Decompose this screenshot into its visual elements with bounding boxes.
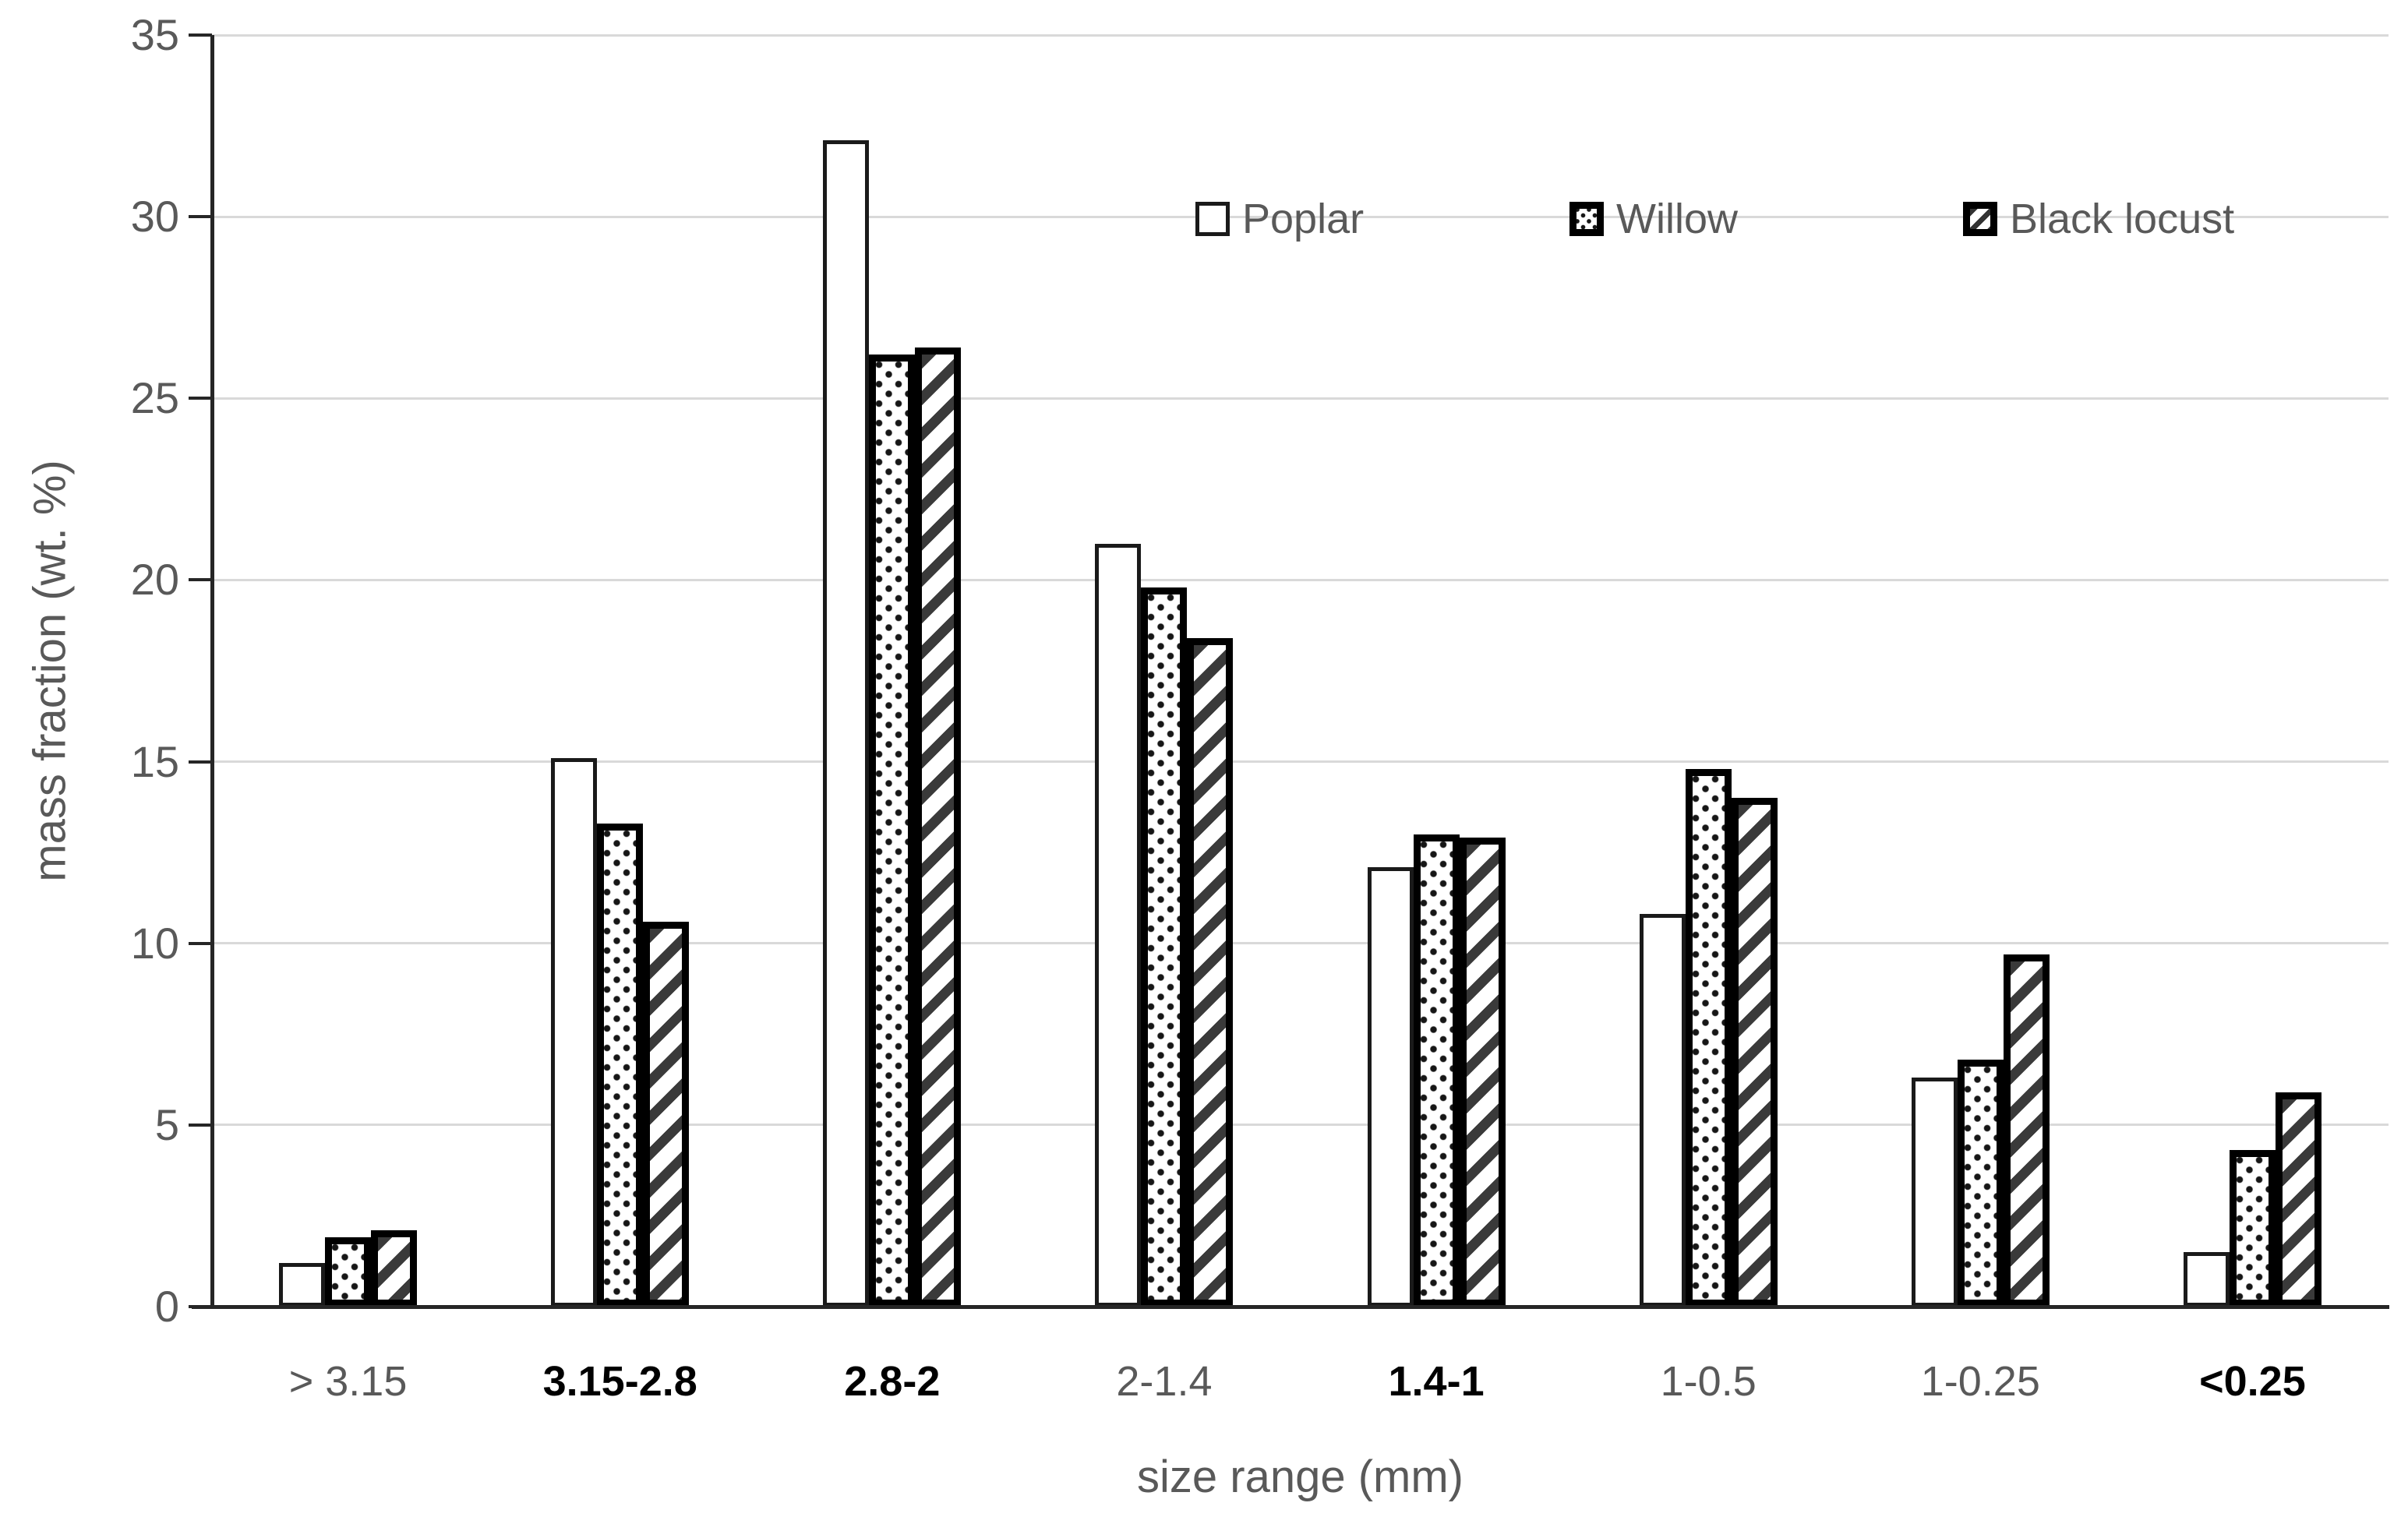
gridline-25 xyxy=(212,397,2389,400)
y-tick-15 xyxy=(189,760,212,764)
y-axis-label-10: 10 xyxy=(130,918,179,968)
bar-poplar-group6 xyxy=(1639,914,1686,1307)
bar-locust-group7 xyxy=(2003,954,2050,1307)
bar-locust-group5 xyxy=(1459,838,1506,1307)
y-tick-35 xyxy=(189,34,212,37)
y-tick-25 xyxy=(189,397,212,400)
bar-poplar-group8 xyxy=(2183,1252,2230,1307)
y-tick-30 xyxy=(189,215,212,219)
bar-locust-group6 xyxy=(1731,798,1778,1307)
y-axis-label-5: 5 xyxy=(154,1099,179,1149)
bar-poplar-group7 xyxy=(1911,1078,1958,1307)
x-axis-label-7: 1-0.25 xyxy=(1920,1358,2040,1405)
gridline-10 xyxy=(212,942,2389,945)
y-axis-label-25: 25 xyxy=(130,373,179,423)
y-axis-label-15: 15 xyxy=(130,736,179,786)
bar-willow-group8 xyxy=(2229,1150,2276,1307)
bar-willow-group3 xyxy=(869,355,916,1307)
bar-locust-group8 xyxy=(2275,1092,2321,1307)
y-tick-20 xyxy=(189,578,212,582)
x-axis-title: size range (mm) xyxy=(1137,1452,1464,1502)
y-axis-label-35: 35 xyxy=(130,10,179,59)
x-axis-label-6: 1-0.5 xyxy=(1660,1358,1757,1405)
x-axis-line xyxy=(192,1305,2389,1309)
gridline-30 xyxy=(212,215,2389,218)
bar-willow-group1 xyxy=(325,1237,372,1307)
x-axis-label-5: 1.4-1 xyxy=(1388,1358,1485,1405)
plot-area xyxy=(212,34,2389,1307)
y-axis-label-20: 20 xyxy=(130,555,179,605)
y-axis-label-30: 30 xyxy=(130,192,179,242)
bar-poplar-group3 xyxy=(823,140,870,1307)
x-axis-label-4: 2-1.4 xyxy=(1116,1358,1213,1405)
bar-poplar-group1 xyxy=(279,1263,326,1307)
bar-willow-group6 xyxy=(1685,769,1732,1307)
bar-poplar-group4 xyxy=(1095,544,1142,1307)
x-axis-label-2: 3.15-2.8 xyxy=(542,1358,697,1405)
gridline-20 xyxy=(212,578,2389,581)
gridline-15 xyxy=(212,760,2389,764)
y-tick-10 xyxy=(189,941,212,945)
bar-locust-group4 xyxy=(1187,638,1234,1307)
y-tick-5 xyxy=(189,1123,212,1127)
bar-locust-group2 xyxy=(643,922,690,1307)
bar-locust-group1 xyxy=(371,1230,418,1307)
gridline-35 xyxy=(212,34,2389,37)
bar-poplar-group2 xyxy=(551,758,598,1307)
y-axis-label-0: 0 xyxy=(154,1282,179,1331)
bar-willow-group5 xyxy=(1413,834,1460,1307)
bar-locust-group3 xyxy=(915,347,962,1307)
x-axis-label-8: <0.25 xyxy=(2199,1358,2306,1405)
bar-willow-group2 xyxy=(597,824,644,1307)
y-axis-line xyxy=(210,35,214,1308)
y-axis-title: mass fraction (wt. %) xyxy=(24,460,76,882)
bar-willow-group4 xyxy=(1141,587,1188,1307)
bar-willow-group7 xyxy=(1957,1060,2004,1307)
bar-poplar-group5 xyxy=(1367,867,1414,1307)
x-axis-label-3: 2.8-2 xyxy=(844,1358,941,1405)
gridline-5 xyxy=(212,1124,2389,1127)
x-axis-label-1: > 3.15 xyxy=(288,1358,408,1405)
